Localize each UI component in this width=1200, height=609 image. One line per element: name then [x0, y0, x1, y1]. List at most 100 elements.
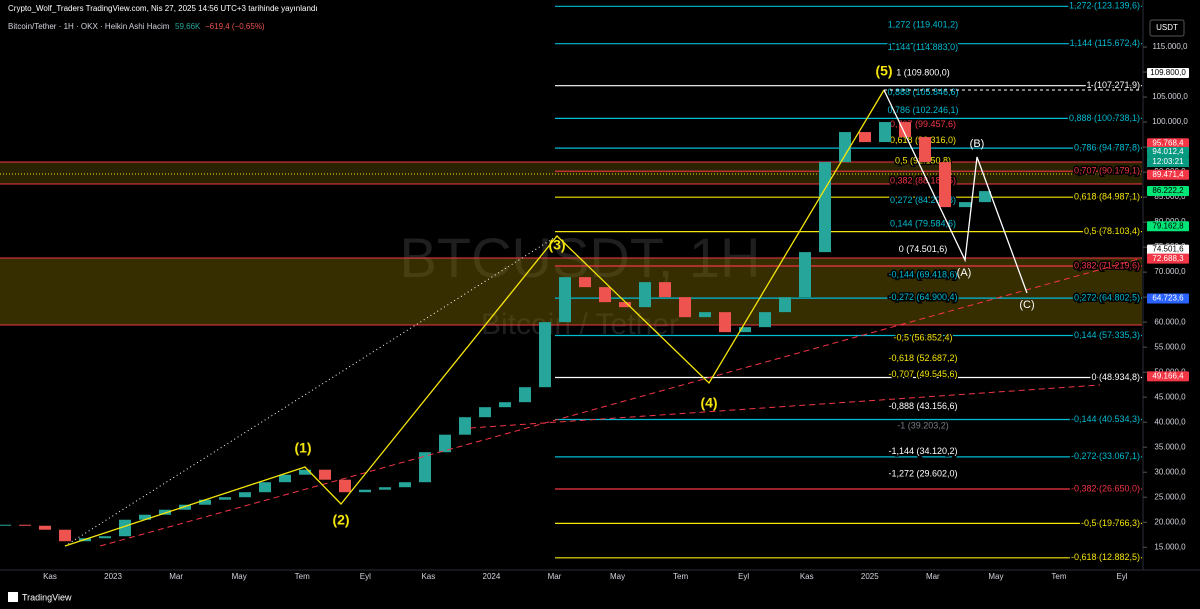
y-tick-label: 40.000,0: [1154, 417, 1186, 426]
y-tick-label: 15.000,0: [1154, 542, 1186, 551]
candle: [199, 499, 211, 505]
fib-label: 1,272 (123.139,6): [1069, 1, 1140, 11]
y-tick-label: 35.000,0: [1154, 442, 1186, 451]
x-tick-label: Mar: [169, 572, 183, 581]
candle: [559, 277, 571, 323]
price-badge-label: 49.166,4: [1152, 371, 1184, 380]
candle: [419, 452, 431, 483]
candle: [319, 469, 331, 480]
candle: [919, 137, 931, 163]
price-badge-label: 95.768,4: [1152, 138, 1184, 147]
candle: [619, 302, 631, 308]
wave-label: (5): [875, 63, 892, 79]
fib-label: -1,144 (34.120,2): [888, 446, 957, 456]
header: Crypto_Wolf_Traders TradingView.com, Nis…: [8, 4, 318, 13]
price-axis: [1143, 0, 1200, 609]
wave-label: (A): [957, 267, 972, 279]
wave-label: (4): [700, 395, 717, 411]
candle: [679, 297, 691, 318]
fib-label: -0,618 (12.882,5): [1071, 552, 1140, 562]
x-tick-label: Kas: [800, 572, 814, 581]
wave-label: (3): [548, 237, 565, 253]
fib-label: 0,707 (90.179,1): [1074, 166, 1140, 176]
price-badge-label: 94.012,4: [1152, 147, 1184, 156]
x-tick-label: Kas: [421, 572, 435, 581]
y-tick-label: 20.000,0: [1154, 517, 1186, 526]
change: −619,4 (−0,65%): [205, 22, 265, 31]
legend: Bitcoin/Tether · 1H · OKX · Heikin Ashi …: [8, 22, 170, 31]
candle: [499, 402, 511, 408]
fib-label: 0,786 (102.246,1): [887, 105, 958, 115]
fib-label: 1 (107.271,9): [1086, 80, 1140, 90]
candle: [19, 524, 31, 526]
wave-label: (1): [294, 440, 311, 456]
price-badge-label: 86.222,2: [1152, 186, 1184, 195]
wave-label: (B): [970, 138, 985, 150]
candle: [879, 122, 891, 143]
x-tick-label: Kas: [43, 572, 57, 581]
price-badge-label: 109.800,0: [1150, 68, 1186, 77]
x-tick-label: 2024: [483, 572, 501, 581]
y-tick-label: 85.000,0: [1154, 192, 1186, 201]
candle: [579, 277, 591, 288]
candle: [399, 482, 411, 488]
fib-label: -0,888 (43.156,6): [888, 401, 957, 411]
candle: [159, 509, 171, 515]
candle: [839, 132, 851, 163]
fib-label: 0,786 (94.787,8): [1074, 143, 1140, 153]
x-tick-label: 2025: [861, 572, 879, 581]
candle: [519, 387, 531, 403]
fib-label: -0,707 (49.545,6): [888, 369, 957, 379]
fib-label: 0,888 (100.738,1): [1069, 113, 1140, 123]
candle: [739, 327, 751, 333]
abc-path: [883, 89, 1028, 294]
y-tick-label: 100.000,0: [1152, 117, 1188, 126]
candle: [299, 469, 311, 475]
candle: [959, 202, 971, 208]
fib-label: 0,618 (84.987,1): [1074, 192, 1140, 202]
y-tick-label: 55.000,0: [1154, 342, 1186, 351]
price-badge: [1147, 293, 1189, 304]
candle: [699, 312, 711, 318]
fib-label: 1,144 (114.883,0): [888, 42, 958, 52]
candle: [979, 191, 991, 203]
x-tick-label: 2023: [104, 572, 122, 581]
candle: [799, 252, 811, 298]
x-tick-label: Tem: [1051, 572, 1066, 581]
dotted-line: [64, 235, 558, 547]
candle: [39, 525, 51, 530]
fib-label: -1 (39.203,2): [897, 421, 949, 431]
zone: [0, 162, 1142, 184]
candle: [119, 519, 131, 537]
price-badge-label: 89.471,4: [1152, 170, 1184, 179]
countdown: 12:03:21: [1152, 157, 1184, 166]
fib-label: 0,144 (79.584,6): [890, 219, 956, 229]
fib-label: -0,618 (52.687,2): [888, 353, 957, 363]
logo: [8, 592, 18, 602]
countdown-badge: [1147, 157, 1189, 168]
candle: [819, 162, 831, 253]
price-badge: [1147, 221, 1189, 232]
candle: [379, 487, 391, 490]
fib-label: 0,888 (105.846,6): [887, 87, 958, 97]
fib-label: -0,144 (40.534,3): [1071, 414, 1140, 424]
wave-label: (2): [332, 512, 349, 528]
price-badge: [1147, 371, 1189, 382]
candle: [59, 529, 71, 542]
fib-label: -0,5 (56.852,4): [893, 332, 952, 342]
price-badge: [1147, 147, 1189, 158]
wave-label: (C): [1019, 299, 1034, 311]
x-tick-label: Eyl: [360, 572, 371, 581]
fib-label: 0,5 (78.103,4): [1084, 226, 1140, 236]
footer: TradingView: [22, 592, 72, 602]
price-badge: [1147, 169, 1189, 180]
x-tick-label: May: [988, 572, 1003, 581]
price-badge: [1147, 68, 1189, 79]
price-badge-label: 74.501,6: [1152, 245, 1184, 254]
price-badge: [1147, 138, 1189, 149]
candle: [439, 434, 451, 453]
candle: [239, 492, 251, 498]
candle: [139, 514, 151, 520]
y-tick-label: 105.000,0: [1152, 92, 1188, 101]
